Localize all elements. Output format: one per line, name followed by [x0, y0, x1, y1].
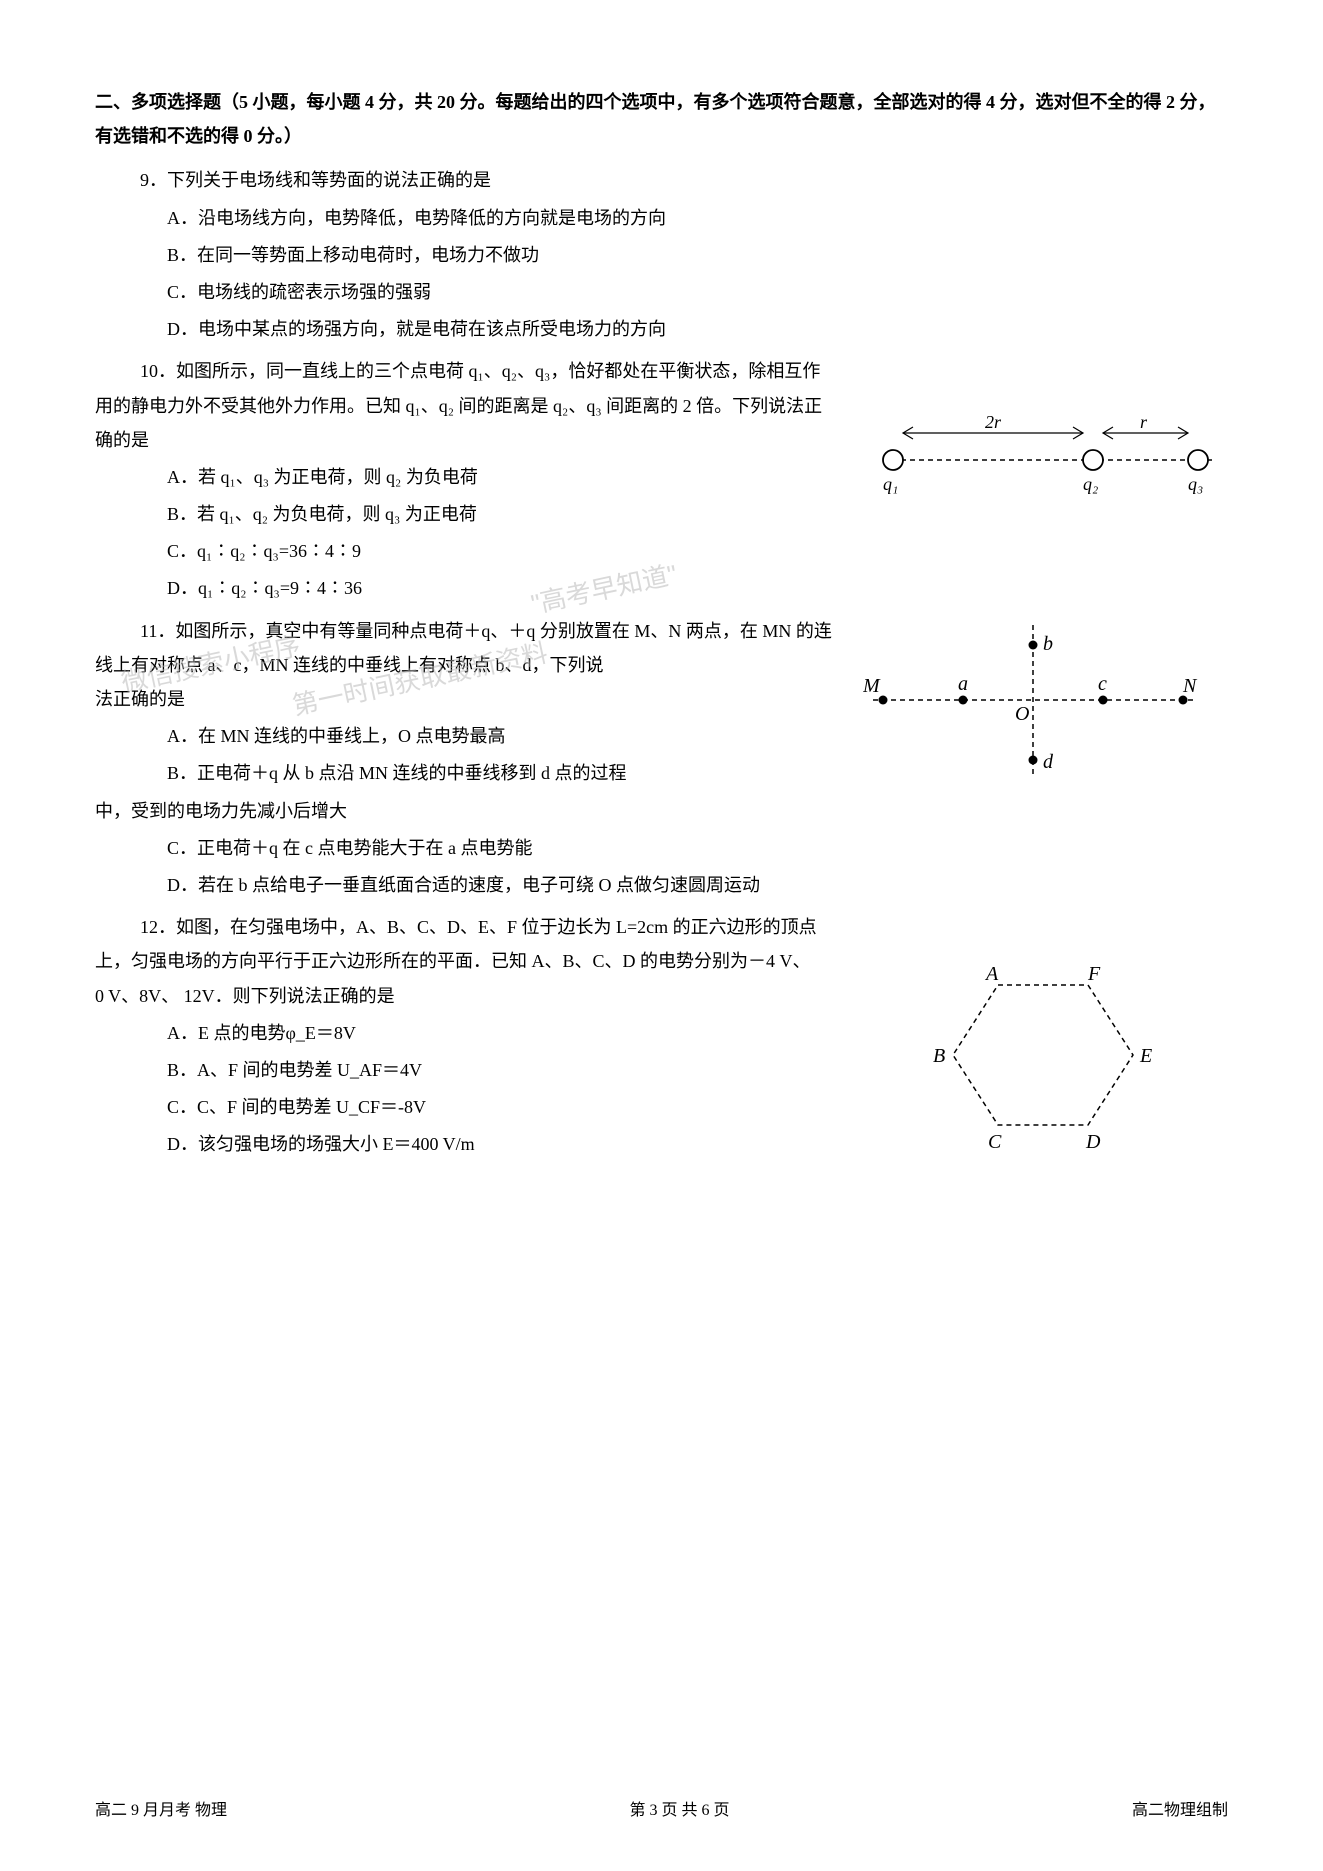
q12-diagram: A F B E C D: [928, 955, 1158, 1155]
svg-text:a: a: [958, 673, 968, 695]
svg-text:A: A: [984, 963, 999, 985]
q10-option-b: B．若 q₁、q₂ 为负电荷，则 q₃ 为正电荷: [95, 497, 745, 531]
svg-text:q₂: q₂: [1083, 474, 1098, 494]
q12-option-c: C．C、F 间的电势差 U_CF＝-8V: [95, 1090, 745, 1124]
svg-text:C: C: [988, 1131, 1002, 1153]
svg-text:b: b: [1043, 633, 1053, 655]
q9-option-c: C．电场线的疏密表示场强的强弱: [95, 275, 1228, 309]
footer-left: 高二 9 月月考 物理: [95, 1796, 227, 1826]
q9-option-d: D．电场中某点的场强方向，就是电荷在该点所受电场力的方向: [95, 312, 1228, 346]
svg-text:D: D: [1085, 1131, 1101, 1153]
q9-stem: 9．下列关于电场线和等势面的说法正确的是: [95, 163, 1228, 197]
q11-option-b-pre: B．正电荷＋q 从 b 点沿 MN 连线的中垂线移到 d 点的过程: [95, 756, 745, 790]
q10-stem-line1: 10．如图所示，同一直线上的三个点电荷 q₁、q₂、q₃，恰好都处在平衡状态，除…: [95, 354, 1228, 388]
q11-stem-line2: 线上有对称点 a、c，MN 连线的中垂线上有对称点 b、d，下列说: [95, 648, 745, 682]
svg-text:E: E: [1139, 1045, 1152, 1067]
svg-text:O: O: [1015, 703, 1029, 725]
footer-center: 第 3 页 共 6 页: [629, 1796, 729, 1826]
svg-text:N: N: [1182, 675, 1198, 697]
question-9: 9．下列关于电场线和等势面的说法正确的是 A．沿电场线方向，电势降低，电势降低的…: [95, 163, 1228, 346]
svg-text:q₁: q₁: [883, 474, 898, 494]
q9-option-b: B．在同一等势面上移动电荷时，电场力不做功: [95, 238, 1228, 272]
q11-option-b-post: 中，受到的电场力先减小后增大: [95, 794, 1228, 828]
q11-option-d: D．若在 b 点给电子一垂直纸面合适的速度，电子可绕 O 点做匀速圆周运动: [95, 868, 1228, 902]
q11-option-a: A．在 MN 连线的中垂线上，O 点电势最高: [95, 719, 745, 753]
q12-stem-line1: 12．如图，在匀强电场中，A、B、C、D、E、F 位于边长为 L=2cm 的正六…: [95, 910, 1228, 944]
svg-text:B: B: [933, 1045, 945, 1067]
q10-diagram: 2r r q₁ q₂ q₃: [873, 415, 1223, 495]
svg-text:F: F: [1087, 963, 1101, 985]
q9-option-a: A．沿电场线方向，电势降低，电势降低的方向就是电场的方向: [95, 201, 1228, 235]
q10-option-a: A．若 q₁、q₃ 为正电荷，则 q₂ 为负电荷: [95, 460, 745, 494]
q10-option-d: D．q₁∶q₂∶q₃=9∶4∶36: [95, 571, 745, 605]
svg-text:q₃: q₃: [1188, 474, 1203, 494]
page-footer: 高二 9 月月考 物理 第 3 页 共 6 页 高二物理组制: [95, 1796, 1228, 1826]
section-header: 二、多项选择题（5 小题，每小题 4 分，共 20 分。每题给出的四个选项中，有…: [95, 85, 1228, 153]
q11-option-c: C．正电荷＋q 在 c 点电势能大于在 a 点电势能: [95, 831, 1228, 865]
q12-option-b: B．A、F 间的电势差 U_AF＝4V: [95, 1053, 745, 1087]
svg-text:r: r: [1140, 415, 1148, 432]
q11-diagram: M N a c b d O: [863, 620, 1203, 780]
svg-text:2r: 2r: [985, 415, 1002, 432]
q12-option-d: D．该匀强电场的场强大小 E＝400 V/m: [95, 1127, 745, 1161]
svg-text:d: d: [1043, 751, 1054, 773]
svg-text:M: M: [863, 675, 881, 697]
svg-text:c: c: [1098, 673, 1107, 695]
q12-option-a: A．E 点的电势φ_E＝8V: [95, 1016, 745, 1050]
q10-option-c: C．q₁∶q₂∶q₃=36∶4∶9: [95, 534, 745, 568]
footer-right: 高二物理组制: [1132, 1796, 1228, 1826]
